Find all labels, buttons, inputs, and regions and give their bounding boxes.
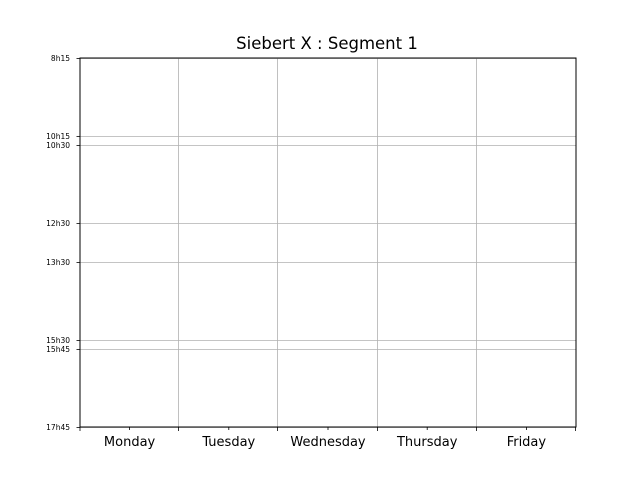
y-tick-label: 15h30 (46, 336, 70, 345)
y-tick-label: 13h30 (46, 258, 70, 267)
grid-layer (80, 58, 576, 428)
y-tick-label: 12h30 (46, 219, 70, 228)
y-tick-label: 15h45 (46, 345, 70, 354)
day-label: Wednesday (290, 435, 366, 450)
day-label: Tuesday (201, 435, 255, 450)
y-tick-label: 17h45 (46, 423, 70, 432)
y-tick-label: 8h15 (51, 54, 70, 63)
day-label: Thursday (396, 435, 458, 450)
day-label: Friday (507, 435, 547, 450)
chart-title: Siebert X : Segment 1 (236, 34, 418, 53)
y-tick-label: 10h30 (46, 141, 70, 150)
y-tick-label: 10h15 (46, 132, 70, 141)
day-label: Monday (104, 435, 156, 450)
x-axis: Monday Tuesday Wednesday Thursday Friday (79, 427, 576, 450)
plot-frame (79, 57, 577, 428)
